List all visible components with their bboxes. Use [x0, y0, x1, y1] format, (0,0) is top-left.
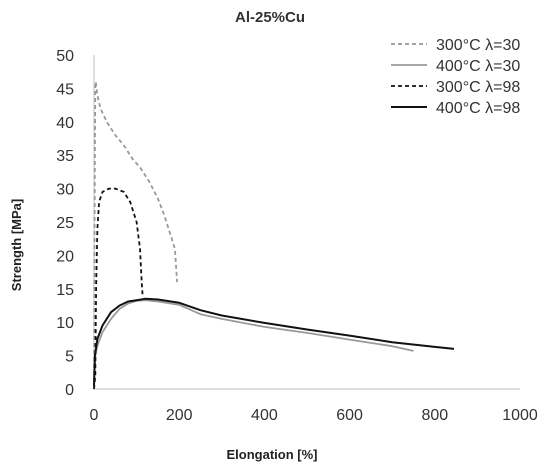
y-axis-title: Strength [MPa]: [9, 199, 24, 291]
y-tick-label: 15: [56, 282, 74, 299]
x-tick-label: 0: [90, 407, 99, 424]
y-tick-label: 0: [65, 382, 74, 399]
legend-label-2: 400°C λ=30: [436, 58, 520, 75]
legend-label-3: 300°C λ=98: [436, 79, 520, 96]
x-tick-label: 600: [336, 407, 363, 424]
y-tick-label: 30: [56, 182, 74, 199]
legend: 300°C λ=30 400°C λ=30 300°C λ=98 400°C λ=98: [391, 37, 520, 117]
chart-title: Al-25%Cu: [235, 9, 305, 26]
y-tick-label: 35: [56, 148, 74, 165]
y-tick-label: 10: [56, 315, 74, 332]
series-line-2: [93, 299, 414, 383]
plot-area: 0 5 10 15 20 25 30 35 40 45 50 0 200 400 600 800 1000: [56, 48, 538, 424]
x-tick-label: 800: [421, 407, 448, 424]
y-tick-label: 5: [65, 349, 74, 366]
legend-label-1: 300°C λ=30: [436, 37, 520, 54]
series-line-1: [93, 80, 178, 390]
y-tick-label: 25: [56, 215, 74, 232]
x-tick-label: 200: [166, 407, 193, 424]
y-tick-label: 45: [56, 81, 74, 98]
series-line-4: [93, 297, 455, 386]
series-line-3: [93, 187, 144, 390]
y-tick-label: 40: [56, 115, 74, 132]
x-axis-title: Elongation [%]: [227, 447, 318, 462]
x-tick-label: 400: [251, 407, 278, 424]
y-tick-label: 50: [56, 48, 74, 65]
y-tick-label: 20: [56, 248, 74, 265]
legend-label-4: 400°C λ=98: [436, 100, 520, 117]
x-tick-label: 1000: [502, 407, 538, 424]
